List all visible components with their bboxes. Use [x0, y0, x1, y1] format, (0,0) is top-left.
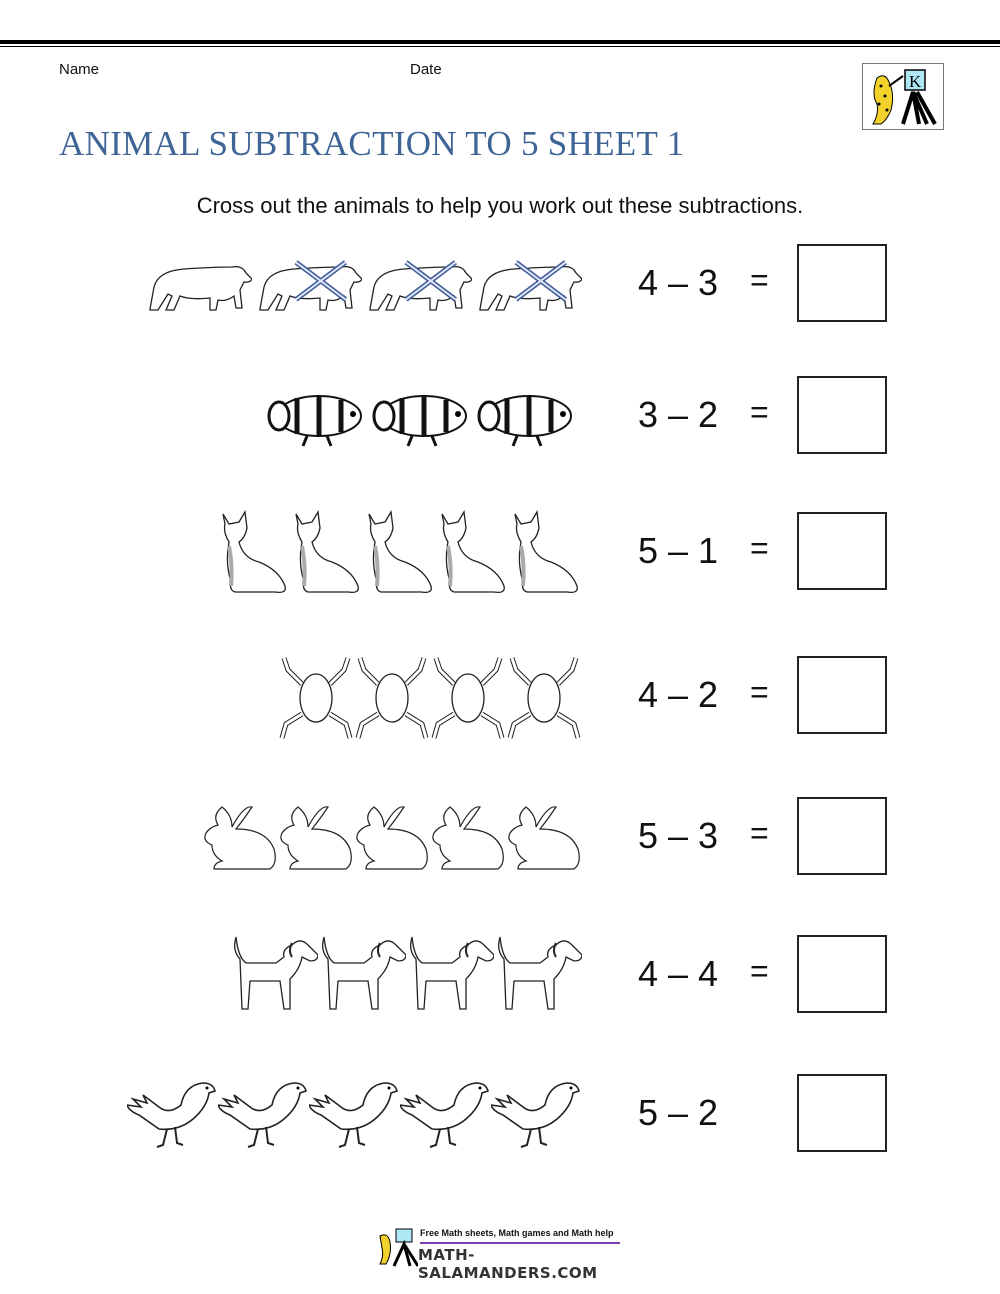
footer-tagline: Free Math sheets, Math games and Math he… [420, 1228, 614, 1238]
answer-box[interactable] [797, 376, 887, 454]
cat-icon[interactable] [290, 510, 363, 594]
top-rule-thin [0, 46, 1000, 47]
answer-box[interactable] [797, 512, 887, 590]
rabbit-group [202, 797, 582, 877]
cat-icon[interactable] [363, 510, 436, 594]
rabbit-icon[interactable] [430, 803, 506, 871]
cat-group [217, 510, 582, 594]
equation: 4 – 4 [638, 953, 719, 994]
top-rule [0, 40, 1000, 44]
bear-icon[interactable] [362, 253, 472, 315]
bird-icon[interactable] [218, 1077, 309, 1151]
date-label: Date [410, 61, 442, 78]
rabbit-icon[interactable] [202, 803, 278, 871]
problem-row: 4 – 4 = [0, 935, 1000, 1015]
equals-sign: = [750, 394, 769, 430]
bear-icon[interactable] [142, 253, 252, 315]
problem-row: 4 – 3 = [0, 244, 1000, 324]
bird-icon[interactable] [309, 1077, 400, 1151]
bird-icon[interactable] [127, 1077, 218, 1151]
clownfish-icon[interactable] [267, 384, 372, 448]
instructions: Cross out the animals to help you work o… [196, 193, 804, 218]
frog-icon[interactable] [430, 650, 506, 742]
footer-salamander-icon [379, 1228, 418, 1267]
equation: 5 – 2 [638, 1092, 719, 1133]
footer-divider [420, 1242, 620, 1244]
equation: 4 – 2 [638, 674, 719, 715]
problem-row: 5 – 3 = [0, 797, 1000, 877]
equation: 5 – 1 [638, 530, 719, 571]
frog-icon[interactable] [354, 650, 430, 742]
bear-group [142, 244, 582, 324]
dog-group [230, 935, 582, 1015]
page-title: ANIMAL SUBTRACTION TO 5 SHEET 1 [59, 124, 685, 163]
frog-icon[interactable] [278, 650, 354, 742]
problem-row: 4 – 2 = [0, 656, 1000, 739]
answer-box[interactable] [797, 656, 887, 734]
equation: 3 – 2 [638, 394, 719, 435]
salamander-logo: K [862, 63, 944, 130]
answer-box[interactable] [797, 797, 887, 875]
rabbit-icon[interactable] [278, 803, 354, 871]
answer-box[interactable] [797, 1074, 887, 1152]
bear-icon[interactable] [472, 253, 582, 315]
equals-sign: = [750, 262, 769, 298]
dog-icon[interactable] [494, 933, 582, 1017]
equals-sign: = [750, 815, 769, 851]
dog-icon[interactable] [318, 933, 406, 1017]
footer-logo: Free Math sheets, Math games and Math he… [374, 1226, 624, 1282]
bear-icon[interactable] [252, 253, 362, 315]
cat-icon[interactable] [436, 510, 509, 594]
clownfish-group [267, 376, 582, 456]
clownfish-icon[interactable] [477, 384, 582, 448]
frog-group [278, 656, 582, 739]
equals-sign: = [750, 953, 769, 989]
problem-row: 5 – 1 = [0, 510, 1000, 594]
equation: 5 – 3 [638, 815, 719, 856]
bird-icon[interactable] [491, 1077, 582, 1151]
clownfish-icon[interactable] [372, 384, 477, 448]
frog-icon[interactable] [506, 650, 582, 742]
cat-icon[interactable] [509, 510, 582, 594]
rabbit-icon[interactable] [354, 803, 430, 871]
answer-box[interactable] [797, 244, 887, 322]
rabbit-icon[interactable] [506, 803, 582, 871]
equals-sign: = [750, 674, 769, 710]
equation: 4 – 3 [638, 262, 719, 303]
problem-row: 3 – 2 = [0, 376, 1000, 456]
salamander-logo-icon: K [872, 69, 937, 125]
bird-icon[interactable] [400, 1077, 491, 1151]
answer-box[interactable] [797, 935, 887, 1013]
name-label: Name [59, 61, 100, 78]
footer-site: MATH-SALAMANDERS.COM [418, 1246, 598, 1282]
equals-sign: = [750, 530, 769, 566]
cat-icon[interactable] [217, 510, 290, 594]
dog-icon[interactable] [230, 933, 318, 1017]
dog-icon[interactable] [406, 933, 494, 1017]
logo-letter: K [909, 72, 922, 91]
bird-group [127, 1074, 582, 1154]
problem-row: 5 – 2 [0, 1074, 1000, 1154]
